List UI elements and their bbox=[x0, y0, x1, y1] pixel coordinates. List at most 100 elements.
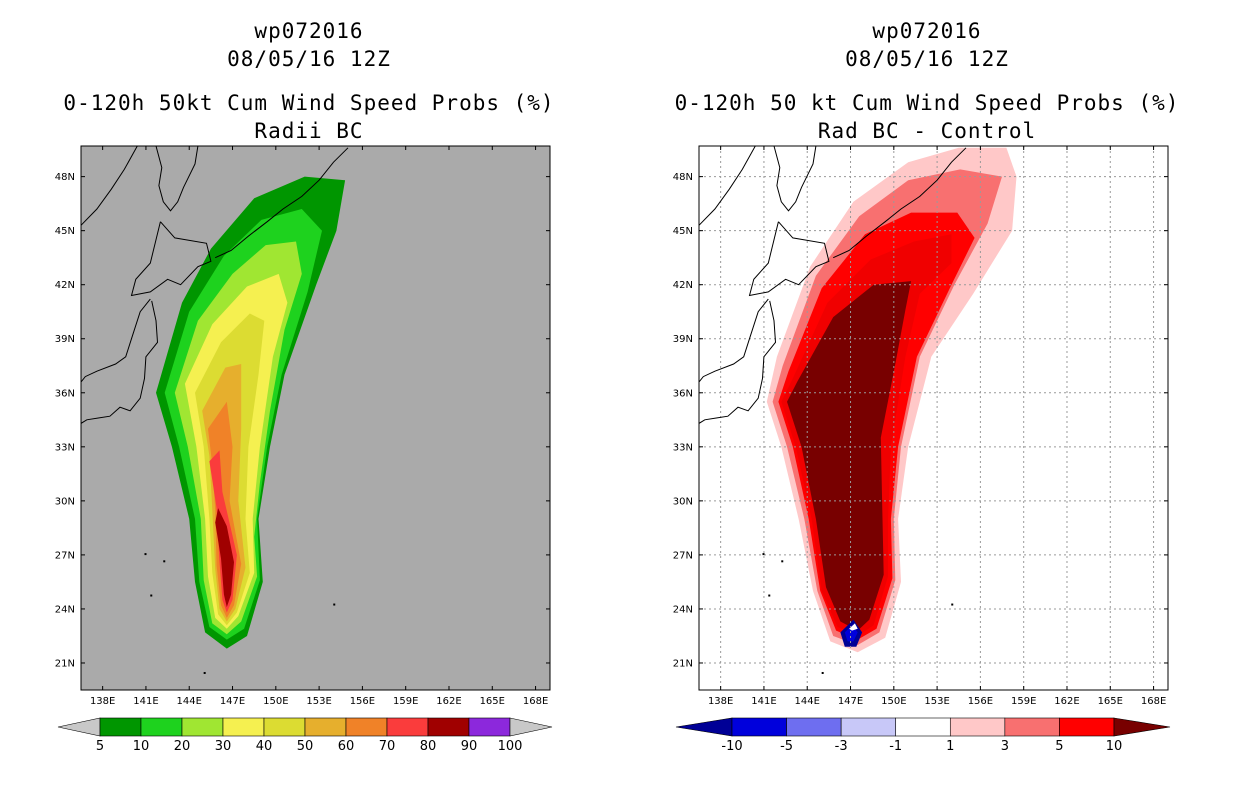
x-tick-label: 144E bbox=[177, 696, 202, 707]
y-tick-label: 36N bbox=[673, 388, 693, 399]
x-tick-label: 141E bbox=[133, 696, 158, 707]
colorbar-label: -10 bbox=[721, 739, 742, 754]
colorbar-swatch bbox=[840, 717, 897, 737]
x-tick-label: 138E bbox=[90, 696, 115, 707]
y-tick-label: 42N bbox=[55, 280, 75, 291]
island-marker bbox=[203, 671, 206, 674]
chart-title: 0-120h 50 kt Cum Wind Speed Probs (%) bbox=[674, 91, 1180, 115]
colorbar-label: 60 bbox=[338, 739, 355, 754]
colorbar-label: 100 bbox=[498, 739, 523, 754]
storm-id: wp072016 bbox=[254, 19, 364, 43]
y-tick-label: 30N bbox=[55, 496, 75, 507]
colorbar-swatch bbox=[786, 717, 842, 737]
coastline bbox=[832, 147, 967, 259]
x-tick-label: 165E bbox=[1098, 696, 1123, 707]
x-tick-label: 165E bbox=[480, 696, 505, 707]
coastline bbox=[81, 300, 159, 424]
x-tick-label: 162E bbox=[436, 696, 461, 707]
x-tick-label: 141E bbox=[751, 696, 776, 707]
datetime: 08/05/16 12Z bbox=[227, 47, 391, 71]
colorbar-label: -1 bbox=[889, 739, 902, 754]
y-tick-label: 42N bbox=[673, 280, 693, 291]
colorbar-lower-end bbox=[675, 717, 733, 737]
diff-contour-band bbox=[787, 281, 912, 631]
island-marker bbox=[150, 594, 153, 597]
colorbar-upper-end bbox=[509, 717, 553, 737]
plot-frame bbox=[80, 145, 551, 691]
y-tick-label: 48N bbox=[55, 172, 75, 183]
y-tick-label: 39N bbox=[673, 334, 693, 345]
island-marker bbox=[163, 560, 166, 563]
x-tick-label: 150E bbox=[881, 696, 906, 707]
y-tick-label: 33N bbox=[55, 442, 75, 453]
left-map-chart: 21N 24N 27N 30N 33N 36N 39N 42N 45N 48N 138E 141E 14… bbox=[55, 145, 553, 754]
colorbar-label: 1 bbox=[946, 739, 954, 754]
y-tick-label: 39N bbox=[55, 334, 75, 345]
colorbar-label: 90 bbox=[461, 739, 478, 754]
x-tick-label: 144E bbox=[795, 696, 820, 707]
island-marker bbox=[333, 603, 336, 606]
x-tick-label: 162E bbox=[1054, 696, 1079, 707]
coastline bbox=[81, 298, 151, 383]
colorbar-label: 5 bbox=[1055, 739, 1063, 754]
plot-frame bbox=[698, 145, 1169, 691]
colorbar-swatch bbox=[386, 717, 429, 737]
right-map-chart: 21N 24N 27N 30N 33N 36N 39N 42N 45N 48N 138E 141E 14… bbox=[673, 145, 1171, 754]
x-tick-label: 150E bbox=[263, 696, 288, 707]
coastline bbox=[699, 298, 769, 383]
negative-diff-contour bbox=[849, 623, 858, 631]
x-tick-label: 138E bbox=[708, 696, 733, 707]
x-tick-label: 168E bbox=[523, 696, 548, 707]
y-tick-label: 27N bbox=[55, 550, 75, 561]
x-tick-label: 147E bbox=[838, 696, 863, 707]
y-tick-label: 30N bbox=[673, 496, 693, 507]
colorbar-label: 80 bbox=[420, 739, 437, 754]
colorbar-swatch bbox=[1059, 717, 1115, 737]
coastline bbox=[130, 221, 212, 297]
prob-contour-80 bbox=[215, 508, 234, 608]
coastline bbox=[773, 146, 817, 212]
colorbar-swatch bbox=[222, 717, 265, 737]
colorbar-label: 70 bbox=[379, 739, 396, 754]
y-tick-label: 45N bbox=[55, 226, 75, 237]
colorbar-label: 10 bbox=[1106, 739, 1123, 754]
x-tick-label: 153E bbox=[924, 696, 949, 707]
island-marker bbox=[951, 603, 954, 606]
island-marker bbox=[821, 671, 824, 674]
x-tick-label: 159E bbox=[393, 696, 418, 707]
left-panel: wp072016 08/05/16 12Z 0-120h 50kt Cum Wi… bbox=[55, 19, 555, 754]
chart-title: 0-120h 50kt Cum Wind Speed Probs (%) bbox=[63, 91, 555, 115]
colorbar-label: -5 bbox=[780, 739, 793, 754]
y-tick-label: 36N bbox=[55, 388, 75, 399]
x-tick-label: 159E bbox=[1011, 696, 1036, 707]
colorbar-swatch bbox=[468, 717, 511, 737]
colorbar-label: 5 bbox=[96, 739, 104, 754]
x-tick-label: 156E bbox=[350, 696, 375, 707]
colorbar-label: 50 bbox=[297, 739, 314, 754]
chart-subtitle: Rad BC - Control bbox=[817, 119, 1037, 143]
y-tick-label: 21N bbox=[55, 658, 75, 669]
y-tick-label: 21N bbox=[673, 658, 693, 669]
colorbar-swatch bbox=[263, 717, 306, 737]
coastline bbox=[214, 147, 349, 259]
y-tick-label: 33N bbox=[673, 442, 693, 453]
colorbar-label: 10 bbox=[133, 739, 150, 754]
y-tick-label: 24N bbox=[673, 604, 693, 615]
colorbar-label: 40 bbox=[256, 739, 273, 754]
x-tick-label: 153E bbox=[306, 696, 331, 707]
island-marker bbox=[781, 560, 784, 563]
coastline bbox=[155, 146, 199, 212]
colorbar-upper-end bbox=[1113, 717, 1171, 737]
y-tick-label: 24N bbox=[55, 604, 75, 615]
colorbar-label: -3 bbox=[835, 739, 848, 754]
colorbar-swatch bbox=[427, 717, 470, 737]
right-panel: wp072016 08/05/16 12Z 0-120h 50 kt Cum W… bbox=[618, 0, 1236, 800]
colorbar-swatch bbox=[949, 717, 1006, 737]
y-tick-label: 48N bbox=[673, 172, 693, 183]
colorbar-swatch bbox=[304, 717, 347, 737]
chart-subtitle: Radii BC bbox=[254, 119, 364, 143]
colorbar-swatch bbox=[181, 717, 224, 737]
x-tick-label: 147E bbox=[220, 696, 245, 707]
coastline bbox=[699, 146, 756, 226]
coastline bbox=[699, 300, 777, 424]
